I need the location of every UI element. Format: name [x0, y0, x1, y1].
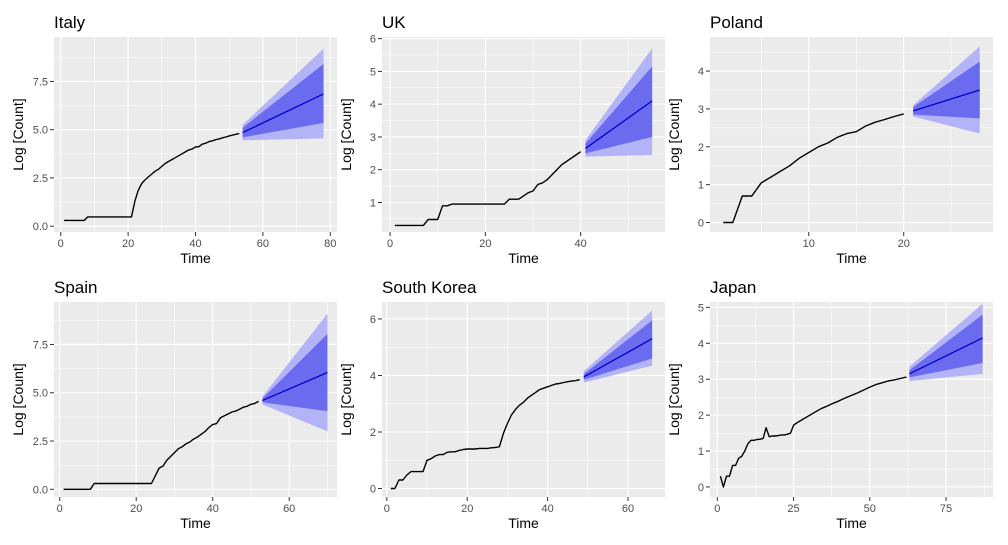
panel-japan: 0 25 50 75 0 1 2 3 4 5 Japan Time Log [Count] [666, 278, 993, 531]
x-tick-label: 40 [207, 503, 219, 515]
y-axis-title: Log [Count] [338, 98, 354, 170]
x-axis-title: Time [508, 250, 539, 266]
panel-uk: 0 20 40 1 2 3 4 5 6 UK Time Log [Count] [338, 13, 665, 266]
forecast-mean-line [913, 89, 980, 112]
x-tick-label: 50 [864, 503, 876, 515]
y-tick-label: 2.5 [33, 173, 48, 185]
forecast-band-80 [242, 64, 324, 138]
history-line [64, 132, 240, 222]
history-line [723, 113, 904, 224]
x-tick-label: 80 [324, 238, 336, 250]
forecast-band-80 [909, 314, 983, 378]
x-tick-label: 20 [898, 238, 910, 250]
y-tick-label: 5 [370, 66, 376, 78]
y-tick-label: 5.0 [33, 125, 48, 137]
x-axis-title: Time [836, 515, 867, 531]
y-tick-label: 1 [370, 198, 376, 210]
panel-background [710, 37, 993, 232]
y-tick-label: 2 [698, 410, 704, 422]
forecast-band-80 [583, 320, 653, 380]
x-axis-title: Time [180, 515, 211, 531]
y-tick-label: 4 [698, 338, 704, 350]
y-tick-label: 0 [370, 484, 376, 496]
x-tick-label: 40 [189, 238, 201, 250]
y-tick-label: 5.0 [33, 388, 48, 400]
x-tick-label: 60 [622, 503, 634, 515]
y-tick-label: 7.5 [33, 339, 48, 351]
x-axis-title: Time [508, 515, 539, 531]
panel-title: Poland [710, 13, 763, 32]
x-tick-label: 40 [575, 238, 587, 250]
y-tick-label: 0 [698, 482, 704, 494]
x-tick-label: 20 [122, 238, 134, 250]
x-tick-label: 25 [787, 503, 799, 515]
y-tick-label: 2 [370, 427, 376, 439]
panel-poland: 10 20 0 1 2 3 4 Poland Time Log [Count] [666, 13, 993, 266]
x-tick-label: 0 [58, 238, 64, 250]
y-tick-label: 2.5 [33, 436, 48, 448]
panel-title: UK [382, 13, 406, 32]
y-tick-label: 4 [370, 99, 376, 111]
x-tick-label: 40 [541, 503, 553, 515]
forecast-band-80 [913, 61, 980, 119]
panel-spain: 0 20 40 60 0.0 2.5 5.0 7.5 Spain Time Log [Count] [10, 278, 337, 531]
forecast-mean-line [909, 337, 983, 375]
y-tick-label: 3 [698, 374, 704, 386]
panel-background [382, 302, 665, 497]
forecast-band-80 [262, 333, 328, 412]
y-tick-label: 6 [370, 314, 376, 326]
panel-title: Italy [54, 13, 86, 32]
x-tick-label: 20 [479, 238, 491, 250]
y-tick-label: 4 [698, 66, 704, 78]
history-line [719, 376, 907, 488]
y-tick-label: 3 [698, 104, 704, 116]
forecast-mean-line [262, 371, 328, 402]
y-tick-label: 6 [370, 34, 376, 46]
y-axis-title: Log [Count] [338, 363, 354, 435]
y-tick-label: 0.0 [33, 221, 48, 233]
x-tick-label: 20 [130, 503, 142, 515]
x-axis-title: Time [180, 250, 211, 266]
x-tick-label: 0 [714, 503, 720, 515]
history-line [394, 151, 582, 227]
x-tick-label: 0 [57, 503, 63, 515]
y-tick-label: 7.5 [33, 76, 48, 88]
x-axis-title: Time [836, 250, 867, 266]
y-tick-label: 0 [698, 218, 704, 230]
x-tick-label: 0 [384, 503, 390, 515]
x-tick-label: 0 [387, 238, 393, 250]
y-tick-label: 1 [698, 446, 704, 458]
y-tick-label: 0.0 [33, 484, 48, 496]
y-axis-title: Log [Count] [666, 363, 682, 435]
y-tick-label: 2 [370, 165, 376, 177]
y-tick-label: 4 [370, 370, 376, 382]
forecast-mean-line [242, 93, 324, 134]
y-tick-label: 5 [698, 302, 704, 314]
history-line [390, 379, 580, 490]
panel-title: South Korea [382, 278, 477, 297]
panel-title: Spain [54, 278, 97, 297]
y-tick-label: 1 [698, 180, 704, 192]
panel-italy: 0 20 40 60 80 0.0 2.5 5.0 7.5 Italy Time Log [Count… [10, 13, 337, 266]
x-tick-label: 75 [940, 503, 952, 515]
x-tick-label: 10 [803, 238, 815, 250]
forecast-band-80 [585, 66, 653, 154]
x-tick-label: 20 [461, 503, 473, 515]
y-axis-title: Log [Count] [666, 98, 682, 170]
y-axis-title: Log [Count] [10, 98, 26, 170]
y-axis-title: Log [Count] [10, 363, 26, 435]
forecast-mean-line [585, 100, 653, 149]
forecast-mean-line [583, 338, 653, 378]
y-tick-label: 3 [370, 132, 376, 144]
panel-title: Japan [710, 278, 756, 297]
x-tick-label: 60 [257, 238, 269, 250]
y-tick-label: 2 [698, 142, 704, 154]
history-line [63, 400, 259, 490]
x-tick-label: 60 [283, 503, 295, 515]
panel-south-korea: 0 20 40 60 0 2 4 6 South Korea Time Log [Count] [338, 278, 665, 531]
panel-background [710, 302, 993, 497]
